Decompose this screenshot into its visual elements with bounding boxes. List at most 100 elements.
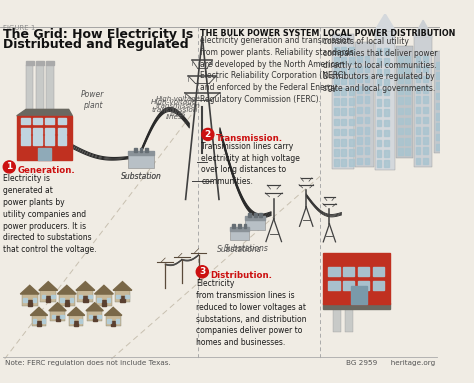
Bar (230, 227, 249, 240)
Bar (332, 34, 355, 169)
Bar (357, 158, 362, 164)
Bar (416, 76, 420, 82)
Bar (398, 87, 403, 93)
Bar (377, 150, 382, 157)
Bar (33, 135, 42, 145)
Bar (349, 47, 354, 54)
Bar (398, 138, 403, 145)
Text: LOCAL POWER DISTRIBUTION: LOCAL POWER DISTRIBUTION (323, 29, 456, 38)
Bar (232, 224, 235, 228)
Bar (405, 77, 410, 83)
Bar (245, 216, 265, 220)
Polygon shape (86, 303, 103, 311)
Bar (349, 88, 354, 95)
Bar (248, 213, 251, 217)
Bar (357, 127, 362, 134)
Bar (357, 76, 362, 82)
Bar (230, 227, 249, 231)
Bar (79, 319, 82, 323)
Bar (384, 48, 389, 55)
Bar (423, 86, 428, 93)
Bar (38, 148, 51, 160)
Bar (341, 119, 346, 125)
Bar (116, 295, 119, 298)
Polygon shape (49, 303, 66, 311)
Bar (33, 319, 36, 323)
Bar (57, 135, 66, 145)
Bar (245, 216, 265, 230)
Polygon shape (67, 308, 85, 315)
Bar (52, 315, 55, 318)
Bar (396, 46, 413, 158)
Bar (92, 316, 97, 321)
Bar (423, 127, 428, 134)
Bar (398, 128, 403, 134)
Bar (126, 295, 129, 298)
Text: consists of local utility
companies that deliver power
directly to local communi: consists of local utility companies that… (323, 37, 438, 93)
Bar (343, 267, 355, 277)
Bar (341, 149, 346, 156)
Bar (416, 97, 420, 103)
Bar (436, 103, 441, 110)
Bar (21, 118, 30, 124)
Text: Electricity is
generated at
power plants by
utility companies and
power producer: Electricity is generated at power plants… (3, 174, 96, 254)
Bar (423, 56, 428, 62)
Bar (33, 298, 36, 302)
Bar (87, 311, 102, 321)
Bar (97, 315, 100, 318)
Bar (328, 267, 339, 277)
Text: Substation: Substation (120, 172, 162, 182)
Bar (358, 267, 369, 277)
Bar (357, 106, 362, 113)
Bar (343, 281, 355, 290)
Bar (365, 158, 369, 164)
Text: 2: 2 (205, 130, 211, 139)
Bar (444, 113, 448, 119)
Bar (351, 286, 367, 304)
Bar (344, 301, 354, 304)
Bar (334, 78, 339, 84)
Bar (405, 148, 410, 155)
Bar (436, 62, 441, 69)
Bar (50, 311, 65, 321)
Bar (405, 138, 410, 145)
Bar (377, 140, 382, 146)
Bar (365, 106, 369, 113)
Polygon shape (105, 308, 122, 315)
Bar (21, 128, 30, 134)
Bar (349, 108, 354, 115)
Bar (377, 69, 382, 75)
Polygon shape (17, 110, 73, 116)
Bar (365, 86, 369, 93)
Bar (106, 315, 120, 326)
Bar (334, 68, 339, 74)
Bar (365, 97, 369, 103)
Bar (334, 159, 339, 166)
Bar (444, 93, 448, 99)
Bar (334, 129, 339, 135)
Bar (377, 119, 382, 126)
Bar (69, 315, 83, 326)
Text: 3: 3 (199, 267, 205, 276)
Bar (349, 149, 354, 156)
Bar (145, 148, 148, 152)
Bar (33, 118, 42, 124)
Bar (384, 110, 389, 116)
Bar (349, 129, 354, 135)
Bar (357, 66, 362, 72)
Text: Distributed and Regulated: Distributed and Regulated (3, 38, 188, 51)
Bar (444, 144, 448, 150)
Bar (57, 128, 66, 134)
Bar (74, 321, 78, 326)
Bar (42, 319, 45, 323)
Bar (423, 137, 428, 144)
Bar (377, 79, 382, 85)
Text: The Grid: How Electricity Is: The Grid: How Electricity Is (3, 28, 193, 41)
Bar (341, 57, 346, 64)
Bar (254, 213, 256, 217)
Bar (107, 319, 110, 323)
Bar (436, 113, 441, 119)
Bar (357, 117, 362, 123)
Bar (416, 86, 420, 93)
Text: 1: 1 (6, 162, 12, 172)
